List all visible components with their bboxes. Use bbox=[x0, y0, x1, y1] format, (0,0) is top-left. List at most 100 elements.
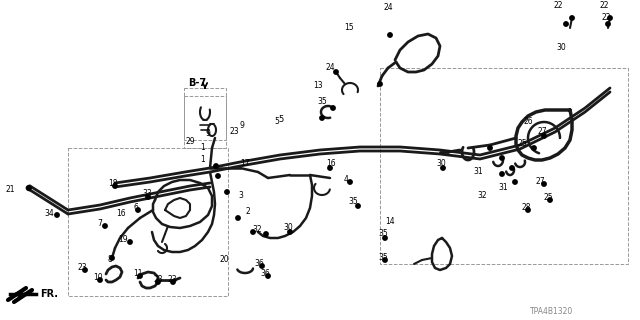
Circle shape bbox=[83, 268, 87, 272]
Circle shape bbox=[383, 258, 387, 262]
Circle shape bbox=[348, 180, 352, 184]
Text: 25: 25 bbox=[543, 193, 552, 202]
Circle shape bbox=[55, 213, 60, 217]
Circle shape bbox=[98, 278, 102, 282]
Text: 35: 35 bbox=[348, 197, 358, 206]
Circle shape bbox=[378, 82, 382, 86]
Text: 27: 27 bbox=[537, 127, 547, 137]
Text: 5: 5 bbox=[278, 116, 284, 124]
Text: 22: 22 bbox=[554, 2, 563, 11]
Circle shape bbox=[388, 33, 392, 37]
Circle shape bbox=[216, 174, 220, 178]
Circle shape bbox=[320, 116, 324, 120]
Bar bbox=[184, 88, 226, 140]
Text: 8: 8 bbox=[107, 255, 112, 265]
Text: 15: 15 bbox=[344, 23, 354, 33]
Text: 30: 30 bbox=[436, 159, 445, 169]
Circle shape bbox=[288, 230, 292, 234]
Text: 36: 36 bbox=[260, 269, 269, 278]
Text: 36: 36 bbox=[254, 259, 264, 268]
Circle shape bbox=[500, 156, 504, 160]
Circle shape bbox=[225, 190, 229, 194]
Text: 25: 25 bbox=[518, 139, 527, 148]
Text: 33: 33 bbox=[142, 189, 152, 198]
Text: 19: 19 bbox=[118, 236, 127, 244]
Text: 10: 10 bbox=[93, 274, 102, 283]
Text: 24: 24 bbox=[383, 4, 392, 12]
Circle shape bbox=[156, 280, 160, 284]
Circle shape bbox=[526, 208, 530, 212]
Circle shape bbox=[334, 70, 338, 74]
Text: 30: 30 bbox=[283, 223, 292, 233]
Text: 1: 1 bbox=[200, 142, 205, 151]
Circle shape bbox=[500, 172, 504, 176]
Text: 35: 35 bbox=[378, 252, 388, 261]
Bar bbox=[184, 96, 226, 148]
Circle shape bbox=[214, 164, 218, 168]
Circle shape bbox=[128, 240, 132, 244]
Circle shape bbox=[542, 134, 546, 138]
Circle shape bbox=[608, 16, 612, 20]
Circle shape bbox=[356, 204, 360, 208]
Circle shape bbox=[260, 264, 264, 268]
Text: 17: 17 bbox=[240, 158, 250, 167]
Text: 24: 24 bbox=[326, 63, 335, 73]
Text: 23: 23 bbox=[153, 276, 163, 284]
Circle shape bbox=[27, 186, 31, 190]
Circle shape bbox=[606, 22, 610, 26]
Text: 2: 2 bbox=[246, 207, 251, 217]
Text: 23: 23 bbox=[229, 127, 239, 137]
Text: 1: 1 bbox=[200, 155, 205, 164]
Circle shape bbox=[266, 274, 270, 278]
Text: 9: 9 bbox=[240, 122, 245, 131]
Text: 5: 5 bbox=[274, 117, 279, 126]
Text: 16: 16 bbox=[116, 210, 125, 219]
Text: 32: 32 bbox=[252, 226, 262, 235]
Text: 22: 22 bbox=[600, 2, 609, 11]
Circle shape bbox=[264, 232, 268, 236]
Text: 32: 32 bbox=[477, 191, 486, 201]
Text: 16: 16 bbox=[326, 158, 335, 167]
Text: 27: 27 bbox=[536, 178, 546, 187]
Text: 26: 26 bbox=[524, 117, 534, 126]
Circle shape bbox=[331, 106, 335, 110]
Circle shape bbox=[532, 146, 536, 150]
Text: 20: 20 bbox=[220, 255, 230, 265]
Text: 35: 35 bbox=[317, 98, 327, 107]
Text: 23: 23 bbox=[78, 262, 88, 271]
Text: 22: 22 bbox=[602, 13, 611, 22]
Text: 9: 9 bbox=[206, 129, 211, 138]
Text: 31: 31 bbox=[473, 167, 483, 177]
Text: 21: 21 bbox=[6, 186, 15, 195]
Text: 30: 30 bbox=[556, 44, 566, 52]
Text: B-7: B-7 bbox=[188, 78, 206, 88]
Circle shape bbox=[570, 16, 574, 20]
Circle shape bbox=[548, 198, 552, 202]
Circle shape bbox=[110, 256, 114, 260]
Text: 14: 14 bbox=[385, 218, 395, 227]
Text: 11: 11 bbox=[133, 269, 143, 278]
Circle shape bbox=[513, 180, 517, 184]
Circle shape bbox=[441, 166, 445, 170]
Bar bbox=[68, 148, 228, 296]
Text: 18: 18 bbox=[108, 179, 118, 188]
Text: 34: 34 bbox=[44, 210, 54, 219]
Circle shape bbox=[488, 146, 492, 150]
Circle shape bbox=[146, 195, 150, 199]
Text: FR.: FR. bbox=[40, 289, 58, 299]
Text: 29: 29 bbox=[185, 138, 195, 147]
Circle shape bbox=[251, 230, 255, 234]
Circle shape bbox=[542, 182, 546, 186]
Circle shape bbox=[328, 166, 332, 170]
Circle shape bbox=[236, 216, 240, 220]
Text: 35: 35 bbox=[378, 229, 388, 238]
Circle shape bbox=[510, 166, 514, 170]
Text: 13: 13 bbox=[313, 81, 323, 90]
Circle shape bbox=[564, 22, 568, 26]
Text: 3: 3 bbox=[238, 191, 243, 201]
Text: 23: 23 bbox=[168, 276, 178, 284]
Text: 31: 31 bbox=[498, 183, 508, 193]
Text: TPA4B1320: TPA4B1320 bbox=[530, 308, 573, 316]
Text: 4: 4 bbox=[344, 175, 349, 185]
Circle shape bbox=[138, 274, 142, 278]
